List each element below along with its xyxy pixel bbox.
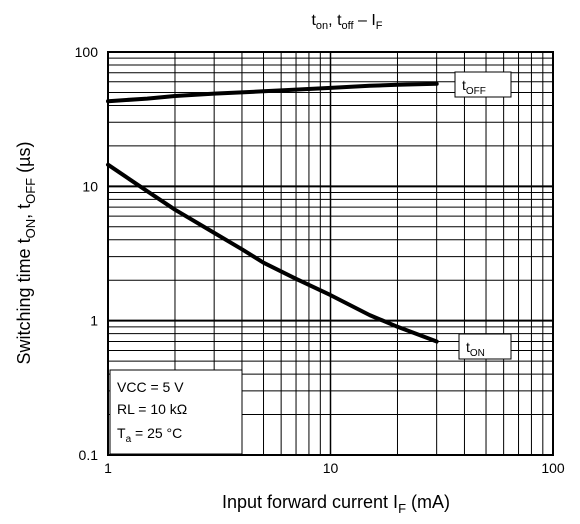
y-tick-label: 100 xyxy=(75,44,99,60)
series-line-ton xyxy=(106,162,439,344)
condition-vcc: VCC = 5 V xyxy=(117,379,184,395)
x-axis-label: Input forward current IF (mA) xyxy=(222,492,450,516)
condition-rl: RL = 10 kΩ xyxy=(117,401,187,417)
label-ton: tON xyxy=(458,333,512,360)
y-tick-label: 1 xyxy=(90,313,98,329)
x-tick-label: 100 xyxy=(541,460,565,476)
x-tick-label: 10 xyxy=(323,460,339,476)
chart-title: ton, toff – IF xyxy=(311,12,382,32)
label-toff: tOFF xyxy=(454,71,512,98)
conditions-box: VCC = 5 V RL = 10 kΩ Ta = 25 °C xyxy=(109,369,243,455)
x-tick-label: 1 xyxy=(104,460,112,476)
y-tick-label: 0.1 xyxy=(79,447,99,463)
series-group xyxy=(106,81,439,344)
svg-text:tON: tON xyxy=(466,339,485,359)
condition-ta: Ta = 25 °C xyxy=(117,425,182,445)
tick-labels: 1 10 100 0.1 1 10 100 xyxy=(75,44,565,476)
y-tick-label: 10 xyxy=(82,178,98,194)
plot-frame xyxy=(107,51,554,456)
svg-text:tOFF: tOFF xyxy=(462,77,486,97)
series-line-toff xyxy=(106,81,439,104)
y-axis-label: Switching time tON, tOFF (µs) xyxy=(14,142,38,365)
